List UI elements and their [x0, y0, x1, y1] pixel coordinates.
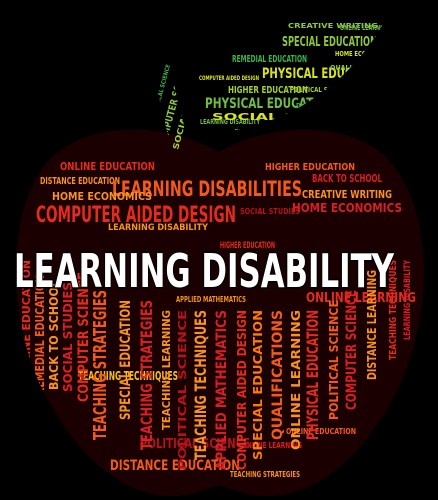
leaf-word: PHYSICAL EDUCATION	[205, 96, 335, 112]
apple-word-vertical: COMPUTER SCIENCE	[76, 272, 92, 402]
apple-word-horizontal: HOME ECONOMICS	[292, 201, 402, 215]
apple-word-horizontal: POLITICAL SCIENCE	[140, 437, 250, 452]
apple-word-vertical: POLITICAL SCIENCE	[327, 300, 341, 420]
apple-word-vertical: TEACHING TECHNIQUES	[191, 310, 210, 460]
apple-word-vertical: COMPUTER AIDED DESIGN	[235, 310, 249, 470]
apple-word-vertical: TEACHING STRATEGIES	[137, 300, 156, 450]
apple-word-vertical: SPECIAL EDUCATION	[251, 310, 265, 460]
leaf-word: COMPUTER AIDED DESIGN	[199, 75, 259, 82]
apple-word-vertical: QUALIFICATIONS	[270, 310, 286, 440]
main-word-group: LEARNING DISABILITY	[13, 243, 396, 300]
apple-word-horizontal: APPLIED MATHEMATICS	[176, 295, 246, 304]
apple-word-vertical: LEARNING DISABILITY	[403, 260, 413, 340]
apple-word-horizontal: CREATIVE WRITING	[302, 188, 392, 201]
leaf-word: HIGHER EDUCATION	[228, 85, 308, 96]
apple-word-vertical: APPLIED MATHEMATICS	[214, 310, 230, 470]
leaf-word: PHYSICAL EDUCATION	[262, 66, 387, 82]
apple-word-horizontal: HIGHER EDUCATION	[265, 162, 355, 173]
leaf-word: HOME ECONOMICS	[335, 50, 390, 58]
leaf-word: REMEDIAL EDUCATION	[232, 54, 307, 65]
apple-word-horizontal: HOME ECONOMICS	[52, 190, 152, 203]
apple-word-horizontal: ONLINE LEARNING	[306, 291, 416, 306]
apple-word-vertical: REMEDIAL EDUCATION	[33, 275, 47, 395]
apple-word-horizontal: LEARNING DISABILITY	[108, 223, 208, 233]
leaf-word: SOCIAL STUDIES	[212, 112, 362, 123]
apple-word-horizontal: BACK TO SCHOOL	[312, 172, 382, 185]
apple-word-vertical: TEACHING TECHNIQUES	[388, 260, 399, 360]
apple-word-vertical: BACK TO SCHOOL	[47, 280, 61, 390]
apple-word-horizontal: TEACHING STRATEGIES	[230, 470, 300, 479]
apple-fill	[15, 129, 424, 497]
apple-word-horizontal: ONLINE EDUCATION	[60, 160, 155, 173]
apple-word-vertical: TEACHING STRATEGIES	[90, 290, 111, 440]
apple-word-horizontal: DISTANCE EDUCATION	[40, 176, 120, 187]
leaf-word: QUALIFICATIONS	[330, 64, 390, 72]
apple-word-horizontal: TEACHING TECHNIQUES	[78, 369, 178, 383]
apple-word-horizontal: HIGHER EDUCATION	[220, 241, 275, 251]
leaf-word-group: CREATIVE WRITING SPECIAL EDUCATION REMEDIA…	[199, 22, 390, 134]
apple-word-vertical: ONLINE LEARNING	[289, 310, 303, 450]
apple-word-vertical: SPECIAL EDUCATION	[118, 300, 134, 420]
apple-word-horizontal: ONLINE LEARNING	[242, 441, 302, 450]
apple-word-horizontal: COMPUTER AIDED DESIGN	[36, 203, 236, 228]
leaf-word: ONLINE LEARNING	[340, 24, 390, 32]
leaf-word: SPECIAL EDUCATION	[282, 35, 377, 50]
leaf-word: LEARNING DISABILITY	[200, 118, 261, 126]
leaf-word: DISTANCE EDUCATION	[296, 102, 366, 110]
apple-word-vertical: POLITICAL SCIENCE	[176, 310, 189, 470]
apple-word-group: ONLINE EDUCATION HIGHER EDUCATION DISTANCE…	[15, 129, 424, 497]
apple-word-horizontal: ONLINE EDUCATION	[286, 427, 356, 436]
apple-word-vertical: SOCIAL STUDIES	[61, 282, 75, 392]
apple-word-horizontal: LEARNING DISABILITIES	[112, 177, 302, 201]
apple-word-vertical: DISTANCE LEARNING	[365, 270, 379, 380]
main-word-learning-disability: LEARNING DISABILITY	[14, 244, 394, 298]
apple-word-vertical: COMPUTER SCIENCE	[344, 290, 360, 410]
apple-word-vertical: PHYSICAL EDUCATION	[303, 310, 322, 440]
apple-word-vertical: TEACHING LEARNING	[160, 310, 173, 430]
leaf-word: POLITICAL SCIENCE	[290, 86, 350, 94]
leaf-word: CREATIVE WRITING	[288, 22, 378, 30]
apple-word-horizontal: DISTANCE EDUCATION	[110, 458, 240, 474]
apple-word-horizontal: SOCIAL STUDIES	[240, 207, 300, 216]
